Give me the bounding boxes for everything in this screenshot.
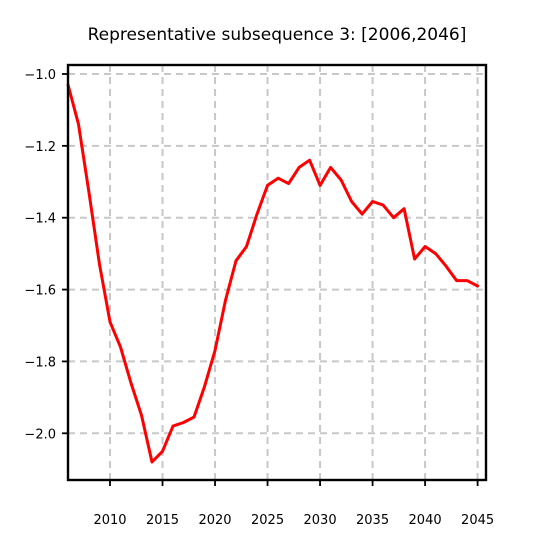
- x-tick-label: 2035: [356, 513, 389, 528]
- y-tick-label: −1.2: [24, 140, 56, 155]
- x-tick-label: 2030: [304, 513, 337, 528]
- y-tick-label: −1.6: [24, 284, 56, 299]
- x-tick-label: 2015: [146, 513, 179, 528]
- x-tick-label: 2020: [198, 513, 231, 528]
- y-tick-label: −1.4: [24, 212, 56, 227]
- chart-title: Representative subsequence 3: [2006,2046…: [88, 25, 467, 45]
- x-tick-label: 2040: [409, 513, 442, 528]
- grid-layer: [68, 65, 486, 480]
- y-tick-label: −1.8: [24, 355, 56, 370]
- plot-frame: [66, 63, 488, 482]
- series-layer: [66, 83, 480, 464]
- x-tick-label: 2010: [93, 513, 126, 528]
- tick-layer: 2010 2015 2020 2025 2030 2035 2040 2045 −1.0 −1.2…: [24, 68, 494, 528]
- series-line: [66, 83, 480, 464]
- y-tick-label: −1.0: [24, 68, 56, 83]
- x-tick-label: 2045: [461, 513, 494, 528]
- x-tick-label: 2025: [251, 513, 284, 528]
- y-tick-label: −2.0: [24, 427, 56, 442]
